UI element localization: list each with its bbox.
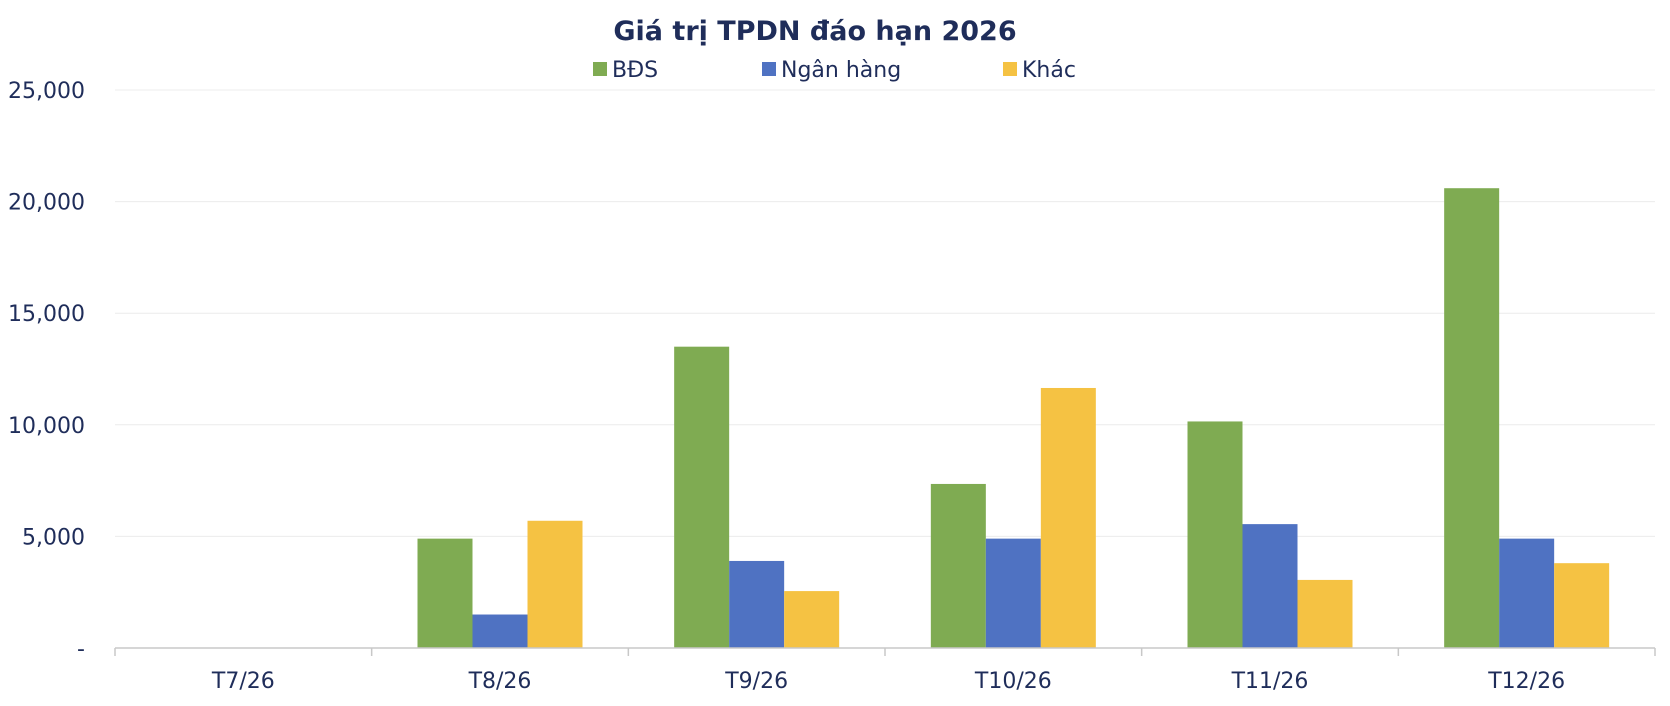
- bar-bđs-t12-26: [1444, 188, 1500, 648]
- bar-khác-t8-26: [527, 520, 583, 648]
- y-axis: - 5,000 10,000 15,000 20,000 25,000: [8, 79, 85, 662]
- y-tick-label: 20,000: [8, 191, 85, 216]
- chart-title: Giá trị TPDN đáo hạn 2026: [613, 16, 1016, 47]
- legend-swatch-2: [1003, 62, 1017, 76]
- legend-swatch-0: [593, 62, 607, 76]
- bar-khác-t10-26: [1040, 387, 1096, 648]
- bar-ngân-hàng-t12-26: [1499, 538, 1555, 648]
- bar-bđs-t11-26: [1187, 421, 1243, 648]
- bars: [417, 188, 1610, 648]
- legend-swatch-1: [762, 62, 776, 76]
- bar-ngân-hàng-t11-26: [1242, 524, 1298, 648]
- x-axis: T7/26 T8/26 T9/26 T10/26 T11/26 T12/26: [114, 647, 1656, 694]
- bar-khác-t12-26: [1554, 563, 1610, 648]
- y-tick-label: 25,000: [8, 79, 85, 104]
- legend-label: BĐS: [612, 58, 658, 83]
- bar-ngân-hàng-t9-26: [729, 560, 785, 648]
- bar-bđs-t8-26: [417, 538, 473, 648]
- y-tick-label: 5,000: [22, 525, 85, 550]
- bar-ngân-hàng-t10-26: [985, 538, 1041, 648]
- bar-ngân-hàng-t8-26: [472, 614, 528, 648]
- x-tick-label: T8/26: [468, 669, 532, 694]
- bar-khác-t9-26: [784, 591, 840, 648]
- x-tick-label: T9/26: [724, 669, 788, 694]
- x-tick-label: T7/26: [211, 669, 275, 694]
- legend-label: Khác: [1022, 58, 1076, 83]
- y-tick-label: -: [77, 637, 85, 662]
- bar-bđs-t10-26: [930, 483, 986, 648]
- x-tick-label: T11/26: [1231, 669, 1309, 694]
- gridlines: [115, 89, 1655, 537]
- y-tick-label: 15,000: [8, 302, 85, 327]
- x-tick-label: T12/26: [1487, 669, 1565, 694]
- legend-label: Ngân hàng: [781, 58, 901, 83]
- bar-khác-t11-26: [1297, 579, 1353, 648]
- bar-bđs-t9-26: [674, 346, 730, 648]
- x-tick-label: T10/26: [974, 669, 1052, 694]
- y-tick-label: 10,000: [8, 414, 85, 439]
- legend: BĐS Ngân hàng Khác: [593, 58, 1076, 83]
